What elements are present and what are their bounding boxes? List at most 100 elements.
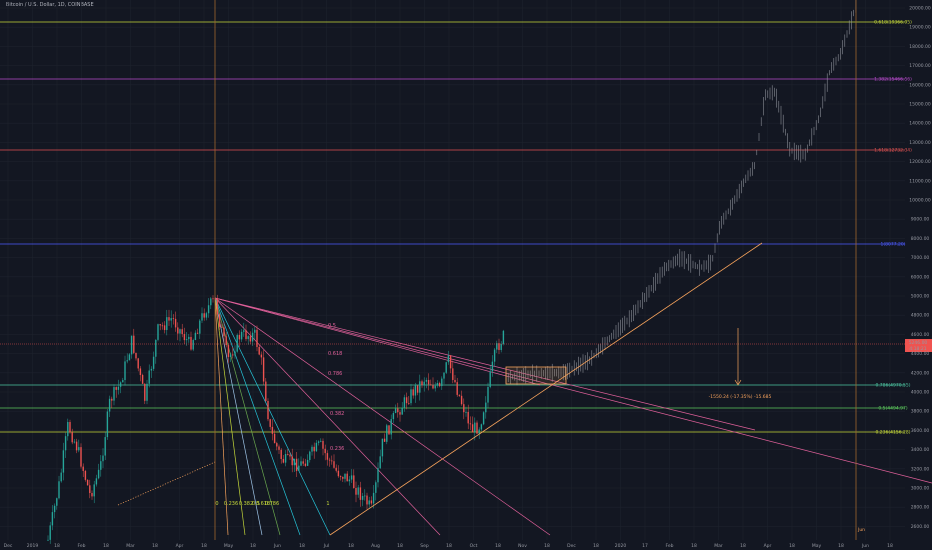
candle-body xyxy=(192,340,194,350)
candle-body xyxy=(240,331,243,340)
candle-body xyxy=(364,495,366,497)
candle-body xyxy=(445,362,447,373)
candle-body xyxy=(397,408,399,413)
fib-level-label: 0.5(4494.97) xyxy=(878,406,908,412)
candle-body xyxy=(179,329,181,334)
y-tick-label: 4400.00 xyxy=(911,351,930,357)
x-tick-label: Apr xyxy=(176,543,184,549)
candle-body xyxy=(430,384,432,386)
candle-body xyxy=(148,370,150,384)
candle-body xyxy=(238,335,241,340)
candle-body xyxy=(93,484,95,497)
fan-line xyxy=(214,297,551,536)
candle-body xyxy=(366,495,368,505)
price-label-text: 5246.00 xyxy=(909,340,928,346)
y-tick-label: 5000.00 xyxy=(911,294,930,300)
candle-body xyxy=(309,451,311,460)
candle-body xyxy=(49,525,51,540)
candle-body xyxy=(278,446,280,450)
candle-body xyxy=(496,343,498,350)
candle-body xyxy=(350,475,353,480)
candle-body xyxy=(377,468,379,483)
candle-body xyxy=(458,394,461,396)
candle-body xyxy=(313,446,315,452)
candle-body xyxy=(47,539,49,541)
candle-body xyxy=(51,512,54,526)
candle-body xyxy=(163,325,166,331)
fan-line xyxy=(214,297,441,536)
projection-series xyxy=(505,0,857,386)
consolidation-box xyxy=(505,366,567,385)
fan-line xyxy=(214,297,229,536)
candle-body xyxy=(361,495,364,500)
y-tick-label: 4200.00 xyxy=(911,370,930,376)
grid-lines xyxy=(0,0,905,540)
candle-body xyxy=(53,505,56,513)
fan-bottom-label: 0 xyxy=(215,501,218,507)
candle-body xyxy=(386,425,388,442)
candle-body xyxy=(177,327,179,334)
candle-body xyxy=(502,330,505,344)
candle-body xyxy=(467,411,469,424)
candle-body xyxy=(97,469,100,479)
candle-body xyxy=(58,481,60,499)
y-tick-label: 2600.00 xyxy=(911,524,930,530)
candle-body xyxy=(82,466,84,471)
candle-body xyxy=(452,368,454,380)
candle-body xyxy=(471,424,474,433)
candle-body xyxy=(476,422,478,434)
y-tick-label: 4800.00 xyxy=(911,313,930,319)
candle-body xyxy=(454,379,456,383)
candle-body xyxy=(188,336,190,340)
candle-body xyxy=(71,432,73,443)
fan-line xyxy=(214,297,263,536)
candle-body xyxy=(269,419,271,427)
fib-levels: 0.618(19366.95) 1.382(15466.56) 1.618(1273… xyxy=(0,20,912,436)
candle-body xyxy=(218,314,221,327)
candle-body xyxy=(489,371,491,387)
candle-body xyxy=(227,345,230,357)
candle-body xyxy=(280,449,282,459)
candle-body xyxy=(425,379,428,382)
candle-body xyxy=(73,441,76,443)
y-tick-label: 12000.00 xyxy=(909,159,931,165)
candle-body xyxy=(478,429,480,434)
candle-body xyxy=(438,383,441,387)
x-tick-label: Mar xyxy=(126,543,135,549)
candle-body xyxy=(170,318,172,321)
x-axis: Dec 2019 18 Feb 18 Mar 18 Apr 18 May 18 Jun 18 Jul 18 A… xyxy=(4,543,893,549)
dotted-trendline xyxy=(117,461,216,506)
candle-body xyxy=(375,482,377,493)
candle-body xyxy=(500,343,502,350)
candle-body xyxy=(144,383,146,401)
projection-arrow-head xyxy=(734,379,742,386)
x-tick-label: May xyxy=(812,543,822,549)
y-tick-label: 16000.00 xyxy=(909,82,931,88)
candle-body xyxy=(306,459,309,466)
candle-body xyxy=(403,397,406,408)
candle-body xyxy=(474,422,476,433)
candle-body xyxy=(419,381,421,393)
candle-body xyxy=(392,413,395,420)
candle-body xyxy=(412,389,414,396)
candle-body xyxy=(342,476,344,479)
y-tick-label: 6000.00 xyxy=(911,274,930,280)
candle-body xyxy=(300,461,302,466)
candle-body xyxy=(196,332,199,334)
candle-body xyxy=(130,335,133,355)
candle-body xyxy=(463,404,465,413)
candle-body xyxy=(480,424,483,430)
candle-body xyxy=(113,387,115,401)
candle-body xyxy=(249,336,252,342)
x-tick-label: 18 xyxy=(201,543,207,549)
candle-body xyxy=(100,461,102,470)
candle-body xyxy=(122,380,124,383)
fan-label: 0.786 xyxy=(328,371,342,377)
x-tick-label: 18 xyxy=(250,543,256,549)
candle-body xyxy=(260,354,263,358)
candle-body xyxy=(498,343,500,350)
candle-body xyxy=(317,441,320,443)
